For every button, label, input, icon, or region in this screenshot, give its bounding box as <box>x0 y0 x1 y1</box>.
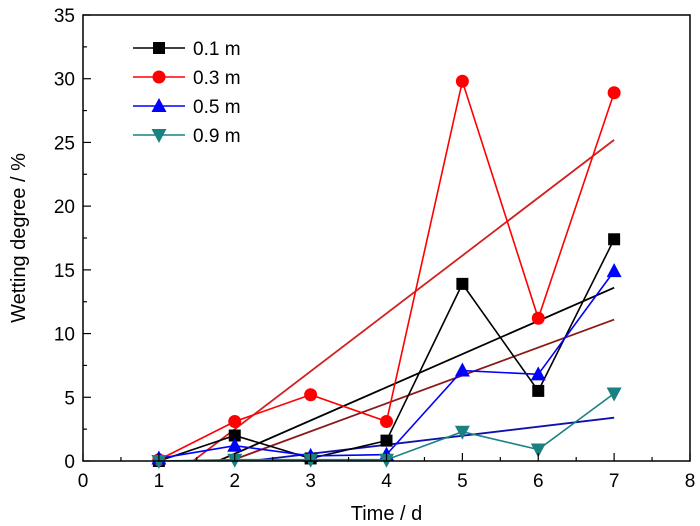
data-point <box>454 362 470 377</box>
x-tick-label: 5 <box>457 471 468 492</box>
data-point <box>530 443 546 458</box>
data-point <box>380 414 393 428</box>
x-tick-label: 7 <box>609 471 620 492</box>
y-tick-label: 30 <box>54 70 75 91</box>
legend-label: 0.3 m <box>193 68 241 89</box>
data-point <box>530 366 546 381</box>
data-point <box>228 429 241 442</box>
legend-item: 0.3 m <box>133 68 241 89</box>
y-tick-label: 20 <box>54 197 75 218</box>
y-tick-label: 0 <box>64 452 75 473</box>
x-tick-label: 3 <box>305 471 316 492</box>
trend-line-fit-0.1m <box>217 286 615 461</box>
data-point <box>531 311 545 325</box>
legend-marker <box>152 70 166 84</box>
x-axis-title: Time / d <box>351 503 423 525</box>
legend-item: 0.1 m <box>133 39 241 60</box>
legend-item: 0.5 m <box>133 97 241 118</box>
y-tick-label: 35 <box>54 6 75 27</box>
data-point <box>304 388 318 402</box>
legend-label: 0.9 m <box>193 126 241 147</box>
data-point <box>454 425 470 440</box>
x-tick-label: 8 <box>685 471 696 492</box>
plot-frame <box>82 14 691 462</box>
data-point <box>151 455 167 469</box>
data-point <box>380 434 393 447</box>
trend-line-fit-0.3m <box>192 139 615 461</box>
axes: 0 1 2 3 4 5 6 7 8 0 5 10 15 20 25 30 35 <box>54 6 695 492</box>
legend-label: 0.5 m <box>193 97 241 118</box>
y-tick-label: 15 <box>54 261 75 282</box>
legend-label: 0.1 m <box>193 39 241 60</box>
data-series <box>151 74 622 469</box>
data-point <box>532 384 545 397</box>
data-point <box>606 263 622 278</box>
trend-lines <box>192 139 615 461</box>
series-0_1m <box>152 233 621 467</box>
legend: 0.1 m 0.3 m 0.5 m 0.9 m <box>133 39 241 147</box>
data-point <box>608 233 621 246</box>
legend-item: 0.9 m <box>133 126 241 147</box>
x-tick-label: 0 <box>78 471 89 492</box>
x-tick-label: 1 <box>154 471 165 492</box>
y-tick-label: 25 <box>54 133 75 154</box>
legend-marker <box>151 98 167 112</box>
data-point <box>228 414 242 428</box>
data-point <box>456 277 469 290</box>
y-tick-label: 5 <box>64 388 75 409</box>
x-tick-label: 4 <box>381 471 392 492</box>
y-tick-label: 10 <box>54 325 75 346</box>
x-tick-label: 2 <box>229 471 240 492</box>
data-point <box>227 437 243 452</box>
x-tick-label: 6 <box>533 471 544 492</box>
legend-marker <box>153 42 165 54</box>
data-point <box>455 74 469 88</box>
data-point <box>606 387 622 402</box>
data-point <box>607 86 621 100</box>
y-axis-title: Wetting degree / % <box>8 153 30 323</box>
legend-marker <box>151 129 167 143</box>
trend-line-fit-brown <box>229 318 615 461</box>
series-line <box>158 270 615 460</box>
